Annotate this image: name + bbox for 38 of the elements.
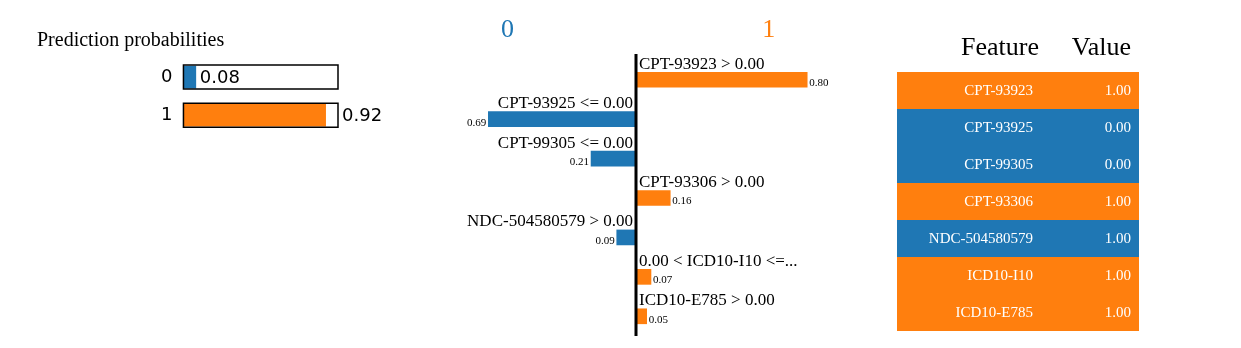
text: 0.00: [1104, 119, 1131, 135]
y-tick-label: 0.00 < ICD10-I10 <=...: [639, 250, 798, 270]
annotation: 0.21: [569, 154, 590, 167]
y-tick-label: CPT-99305 <= 0.00: [497, 132, 633, 152]
text: 1.00: [1104, 304, 1131, 320]
category-label: NDC-504580579: [927, 230, 1033, 247]
data-label: 0.07: [652, 273, 673, 286]
category-label: CPT-93925: [963, 119, 1033, 136]
text: Feature: [960, 32, 1039, 62]
text: Value: [1070, 32, 1131, 62]
text: 1.00: [1104, 82, 1131, 98]
annotation: 0.69: [467, 115, 487, 128]
bar: [616, 229, 637, 246]
y-tick-label: ICD10-E785 > 0.00: [639, 290, 775, 310]
bar: [635, 190, 671, 206]
text: 1.00: [1104, 193, 1131, 209]
text: 1.00: [1104, 230, 1131, 246]
annotation: 0.09: [595, 233, 616, 246]
category-label: CPT-99305: [963, 156, 1033, 173]
y-tick-label: CPT-93923 > 0.00: [639, 53, 765, 73]
y-tick-label: CPT-93306 > 0.00: [639, 171, 765, 191]
text: 0.00: [1104, 156, 1131, 172]
text: 1.00: [1104, 267, 1131, 283]
data-label: 0.92: [342, 103, 383, 125]
category-label: CPT-93923: [963, 82, 1033, 99]
data-label: 0.05: [648, 312, 669, 325]
category-label: ICD10-E785: [954, 304, 1033, 321]
category-label: ICD10-I10: [966, 267, 1033, 284]
chart-title: Prediction probabilities: [37, 28, 225, 51]
category-label: CPT-93306: [963, 193, 1033, 210]
data-label: 0.08: [199, 65, 240, 87]
bar: [635, 71, 808, 88]
data-label: 0.80: [809, 76, 829, 89]
y-tick-label: NDC-504580579 > 0.00: [467, 211, 633, 231]
bar: [488, 111, 637, 127]
y-tick-label: CPT-93925 <= 0.00: [497, 93, 633, 113]
data-label: 0.16: [672, 194, 692, 207]
bar: [590, 150, 637, 167]
